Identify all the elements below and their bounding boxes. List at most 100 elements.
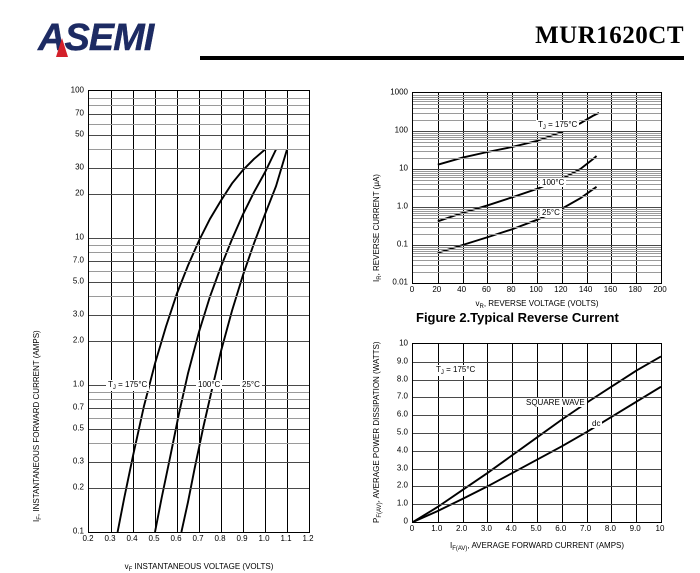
figure3-x-subscript: F(AV) (452, 546, 468, 552)
y-tick-label: 20 (75, 188, 84, 198)
figure1-x-subscript: F (128, 567, 133, 573)
y-tick-label: 6.0 (396, 409, 408, 419)
x-tick-label: 10 (655, 524, 665, 533)
gridline-horizontal (89, 417, 309, 419)
gridline-horizontal (413, 450, 661, 452)
x-tick-label: 8.0 (604, 524, 616, 533)
figure2-y-symbol: I (372, 279, 381, 282)
curve-label: TJ = 175°C (536, 120, 580, 131)
gridline-vertical (265, 91, 266, 532)
gridline-horizontal-major (413, 207, 661, 208)
gridline-vertical (487, 93, 489, 283)
gridline-vertical (636, 93, 638, 283)
gridline-horizontal (413, 397, 661, 399)
y-tick-label: 0.2 (72, 482, 84, 492)
figure2-x-text: REVERSE VOLTAGE (VOLTS) (488, 299, 599, 308)
gridline-horizontal (413, 177, 661, 179)
x-tick-label: 6.0 (555, 524, 567, 533)
x-tick-label: 160 (603, 285, 618, 294)
gridline-horizontal (413, 142, 661, 144)
y-tick-label: 7.0 (72, 255, 84, 265)
gridline-vertical (287, 91, 288, 532)
logo-triangle-icon (56, 38, 68, 57)
x-tick-label: 200 (653, 285, 667, 294)
figure1-x-symbol: v (124, 562, 129, 571)
gridline-vertical (111, 91, 112, 532)
gridline-vertical (133, 91, 134, 532)
figure3-x-axis-title: IF(AV), AVERAGE FORWARD CURRENT (AMPS) (449, 541, 625, 552)
gridline-vertical (537, 93, 538, 283)
page-header: ASEMI MUR1620CT (0, 0, 700, 70)
x-tick-label: 1.0 (258, 534, 270, 543)
gridline-horizontal (413, 226, 661, 228)
gridline-horizontal (413, 260, 661, 262)
gridline-horizontal (413, 415, 661, 417)
gridline-horizontal (89, 252, 309, 254)
gridline-horizontal (413, 433, 661, 434)
gridline-horizontal (89, 443, 309, 445)
x-tick-label: 60 (481, 285, 491, 294)
figure2-reverse-current-chart: vR, REVERSE VOLTAGE (VOLTS) IR, REVERSE … (350, 70, 700, 326)
gridline-horizontal (413, 132, 661, 134)
gridline-horizontal (413, 256, 661, 258)
gridline-horizontal (89, 149, 309, 151)
figure2-x-subscript: R (479, 304, 484, 310)
gridline-horizontal (413, 96, 661, 98)
x-tick-label: 80 (506, 285, 516, 294)
y-tick-label: 30 (75, 162, 84, 172)
gridline-horizontal-major (413, 245, 661, 246)
gridline-horizontal (413, 250, 661, 252)
figure3-x-text: AVERAGE FORWARD CURRENT (AMPS) (471, 541, 625, 550)
y-tick-label: 4.0 (396, 445, 408, 455)
gridline-vertical (586, 93, 588, 283)
gridline-horizontal (413, 246, 661, 248)
y-tick-label: 5.0 (396, 427, 408, 437)
figure1-plot-area (88, 90, 310, 533)
y-tick-label: 1.0 (396, 201, 408, 211)
x-tick-label: 0 (409, 524, 415, 533)
gridline-horizontal-major (89, 487, 309, 489)
gridline-horizontal (413, 108, 661, 110)
y-tick-label: 70 (75, 108, 84, 118)
x-tick-label: 9.0 (629, 524, 641, 533)
gridline-horizontal-major (413, 131, 661, 132)
y-tick-label: 100 (394, 125, 408, 135)
figure1-x-axis-title: vF INSTANTANEOUS VOLTAGE (VOLTS) (88, 562, 310, 573)
gridline-vertical (221, 91, 222, 532)
gridline-horizontal (89, 391, 309, 393)
curve-label: 100°C (540, 178, 567, 187)
gridline-horizontal (413, 150, 661, 152)
gridline-horizontal-major (89, 407, 309, 409)
x-tick-label: 1.2 (302, 534, 314, 543)
gridline-horizontal (413, 271, 661, 273)
x-tick-label: 20 (432, 285, 442, 294)
y-tick-label: 3.0 (72, 309, 84, 319)
gridline-horizontal-major (413, 169, 661, 170)
gridline-horizontal (413, 212, 661, 214)
asemi-logo: ASEMI (38, 18, 193, 58)
gridline-horizontal (413, 112, 661, 114)
y-tick-label: 1.0 (396, 498, 408, 508)
x-tick-label: 0.8 (214, 534, 226, 543)
y-tick-label: 0.3 (72, 456, 84, 466)
gridline-horizontal-major (89, 314, 309, 316)
gridline-horizontal-major (89, 238, 309, 239)
gridline-horizontal (413, 172, 661, 174)
gridline-vertical (243, 91, 244, 532)
gridline-horizontal (89, 105, 309, 107)
x-tick-label: 1.0 (431, 524, 443, 533)
figure2-y-text: REVERSE CURRENT (μA) (372, 174, 381, 271)
gridline-horizontal (413, 248, 661, 250)
x-tick-label: 120 (554, 285, 568, 294)
y-tick-label: 10 (399, 338, 408, 348)
gridline-vertical (155, 91, 156, 532)
y-tick-label: 1000 (390, 87, 408, 97)
x-tick-label: 100 (529, 285, 543, 294)
gridline-horizontal (413, 361, 661, 363)
y-tick-label: 50 (75, 129, 84, 139)
curve-25c (180, 149, 288, 532)
gridline-horizontal-major (89, 260, 309, 262)
x-tick-label: 3.0 (480, 524, 492, 533)
y-tick-label: 5.0 (72, 276, 84, 286)
